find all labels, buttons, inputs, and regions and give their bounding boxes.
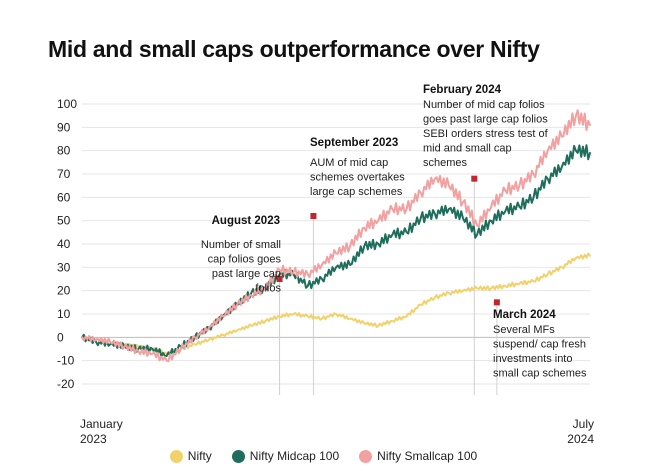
annotation-text-1-1: schemes overtakes <box>310 172 405 184</box>
annotation-text-2-0: Number of mid cap folios <box>423 99 545 111</box>
annotation-marker-3 <box>493 299 500 306</box>
series-line-midcap <box>81 144 591 358</box>
y-tick-label-4: 60 <box>57 190 71 204</box>
x-end-year-label: 2024 <box>567 432 594 446</box>
series-line-smallcap <box>81 109 591 363</box>
x-end-month-label: July <box>573 417 594 431</box>
annotation-title-0: August 2023 <box>212 215 280 227</box>
annotation-text-1-0: AUM of mid cap <box>310 157 388 169</box>
y-tick-label-12: -20 <box>57 377 75 391</box>
annotation-marker-1 <box>310 213 317 219</box>
y-tick-label-0: 100 <box>57 97 77 111</box>
annotation-text-0-0: Number of small <box>201 239 281 251</box>
y-tick-label-8: 20 <box>57 284 71 298</box>
y-tick-label-3: 70 <box>57 167 71 181</box>
annotation-title-1: September 2023 <box>310 137 398 149</box>
annotation-text-0-3: folios <box>255 283 281 295</box>
legend: Nifty Nifty Midcap 100 Nifty Smallcap 10… <box>0 449 647 463</box>
annotation-text-3-0: Several MFs <box>493 324 555 336</box>
legend-item-midcap: Nifty Midcap 100 <box>231 449 340 463</box>
legend-swatch-midcap <box>231 449 245 463</box>
y-tick-label-6: 40 <box>57 237 71 251</box>
annotation-text-2-4: schemes <box>423 157 468 169</box>
annotation-text-0-2: past large cap <box>212 268 281 280</box>
y-tick-label-11: -10 <box>57 354 75 368</box>
y-tick-label-5: 50 <box>57 214 71 228</box>
x-start-month-label: January <box>80 417 123 431</box>
annotation-text-3-2: investments into <box>493 353 572 365</box>
x-start-year-label: 2023 <box>80 432 107 446</box>
annotation-text-0-1: cap folios goes <box>208 254 282 266</box>
y-tick-label-10: 0 <box>57 330 64 344</box>
annotation-title-2: February 2024 <box>423 84 502 96</box>
y-tick-label-7: 30 <box>57 260 71 274</box>
annotation-marker-0 <box>276 276 283 282</box>
y-tick-label-9: 10 <box>57 307 71 321</box>
annotation-text-1-2: large cap schemes <box>310 186 403 198</box>
legend-swatch-smallcap <box>359 449 373 463</box>
annotation-text-3-3: small cap schemes <box>493 368 587 380</box>
annotation-text-2-2: SEBI orders stress test of <box>423 128 549 140</box>
annotation-text-2-1: goes past large cap folios <box>423 114 548 126</box>
legend-label-smallcap: Nifty Smallcap 100 <box>377 449 478 463</box>
legend-label-nifty: Nifty <box>187 449 212 463</box>
y-tick-label-2: 80 <box>57 144 71 158</box>
annotation-marker-2 <box>471 175 478 182</box>
chart-title: Mid and small caps outperformance over N… <box>48 36 540 62</box>
legend-item-nifty: Nifty <box>169 449 212 463</box>
y-tick-label-1: 90 <box>57 120 71 134</box>
legend-item-smallcap: Nifty Smallcap 100 <box>359 449 477 463</box>
legend-swatch-nifty <box>169 449 183 463</box>
annotation-title-3: March 2024 <box>493 309 556 321</box>
legend-label-midcap: Nifty Midcap 100 <box>249 449 340 463</box>
annotation-text-2-3: mid and small cap <box>423 143 512 155</box>
annotation-text-3-1: suspend/ cap fresh <box>493 339 586 351</box>
